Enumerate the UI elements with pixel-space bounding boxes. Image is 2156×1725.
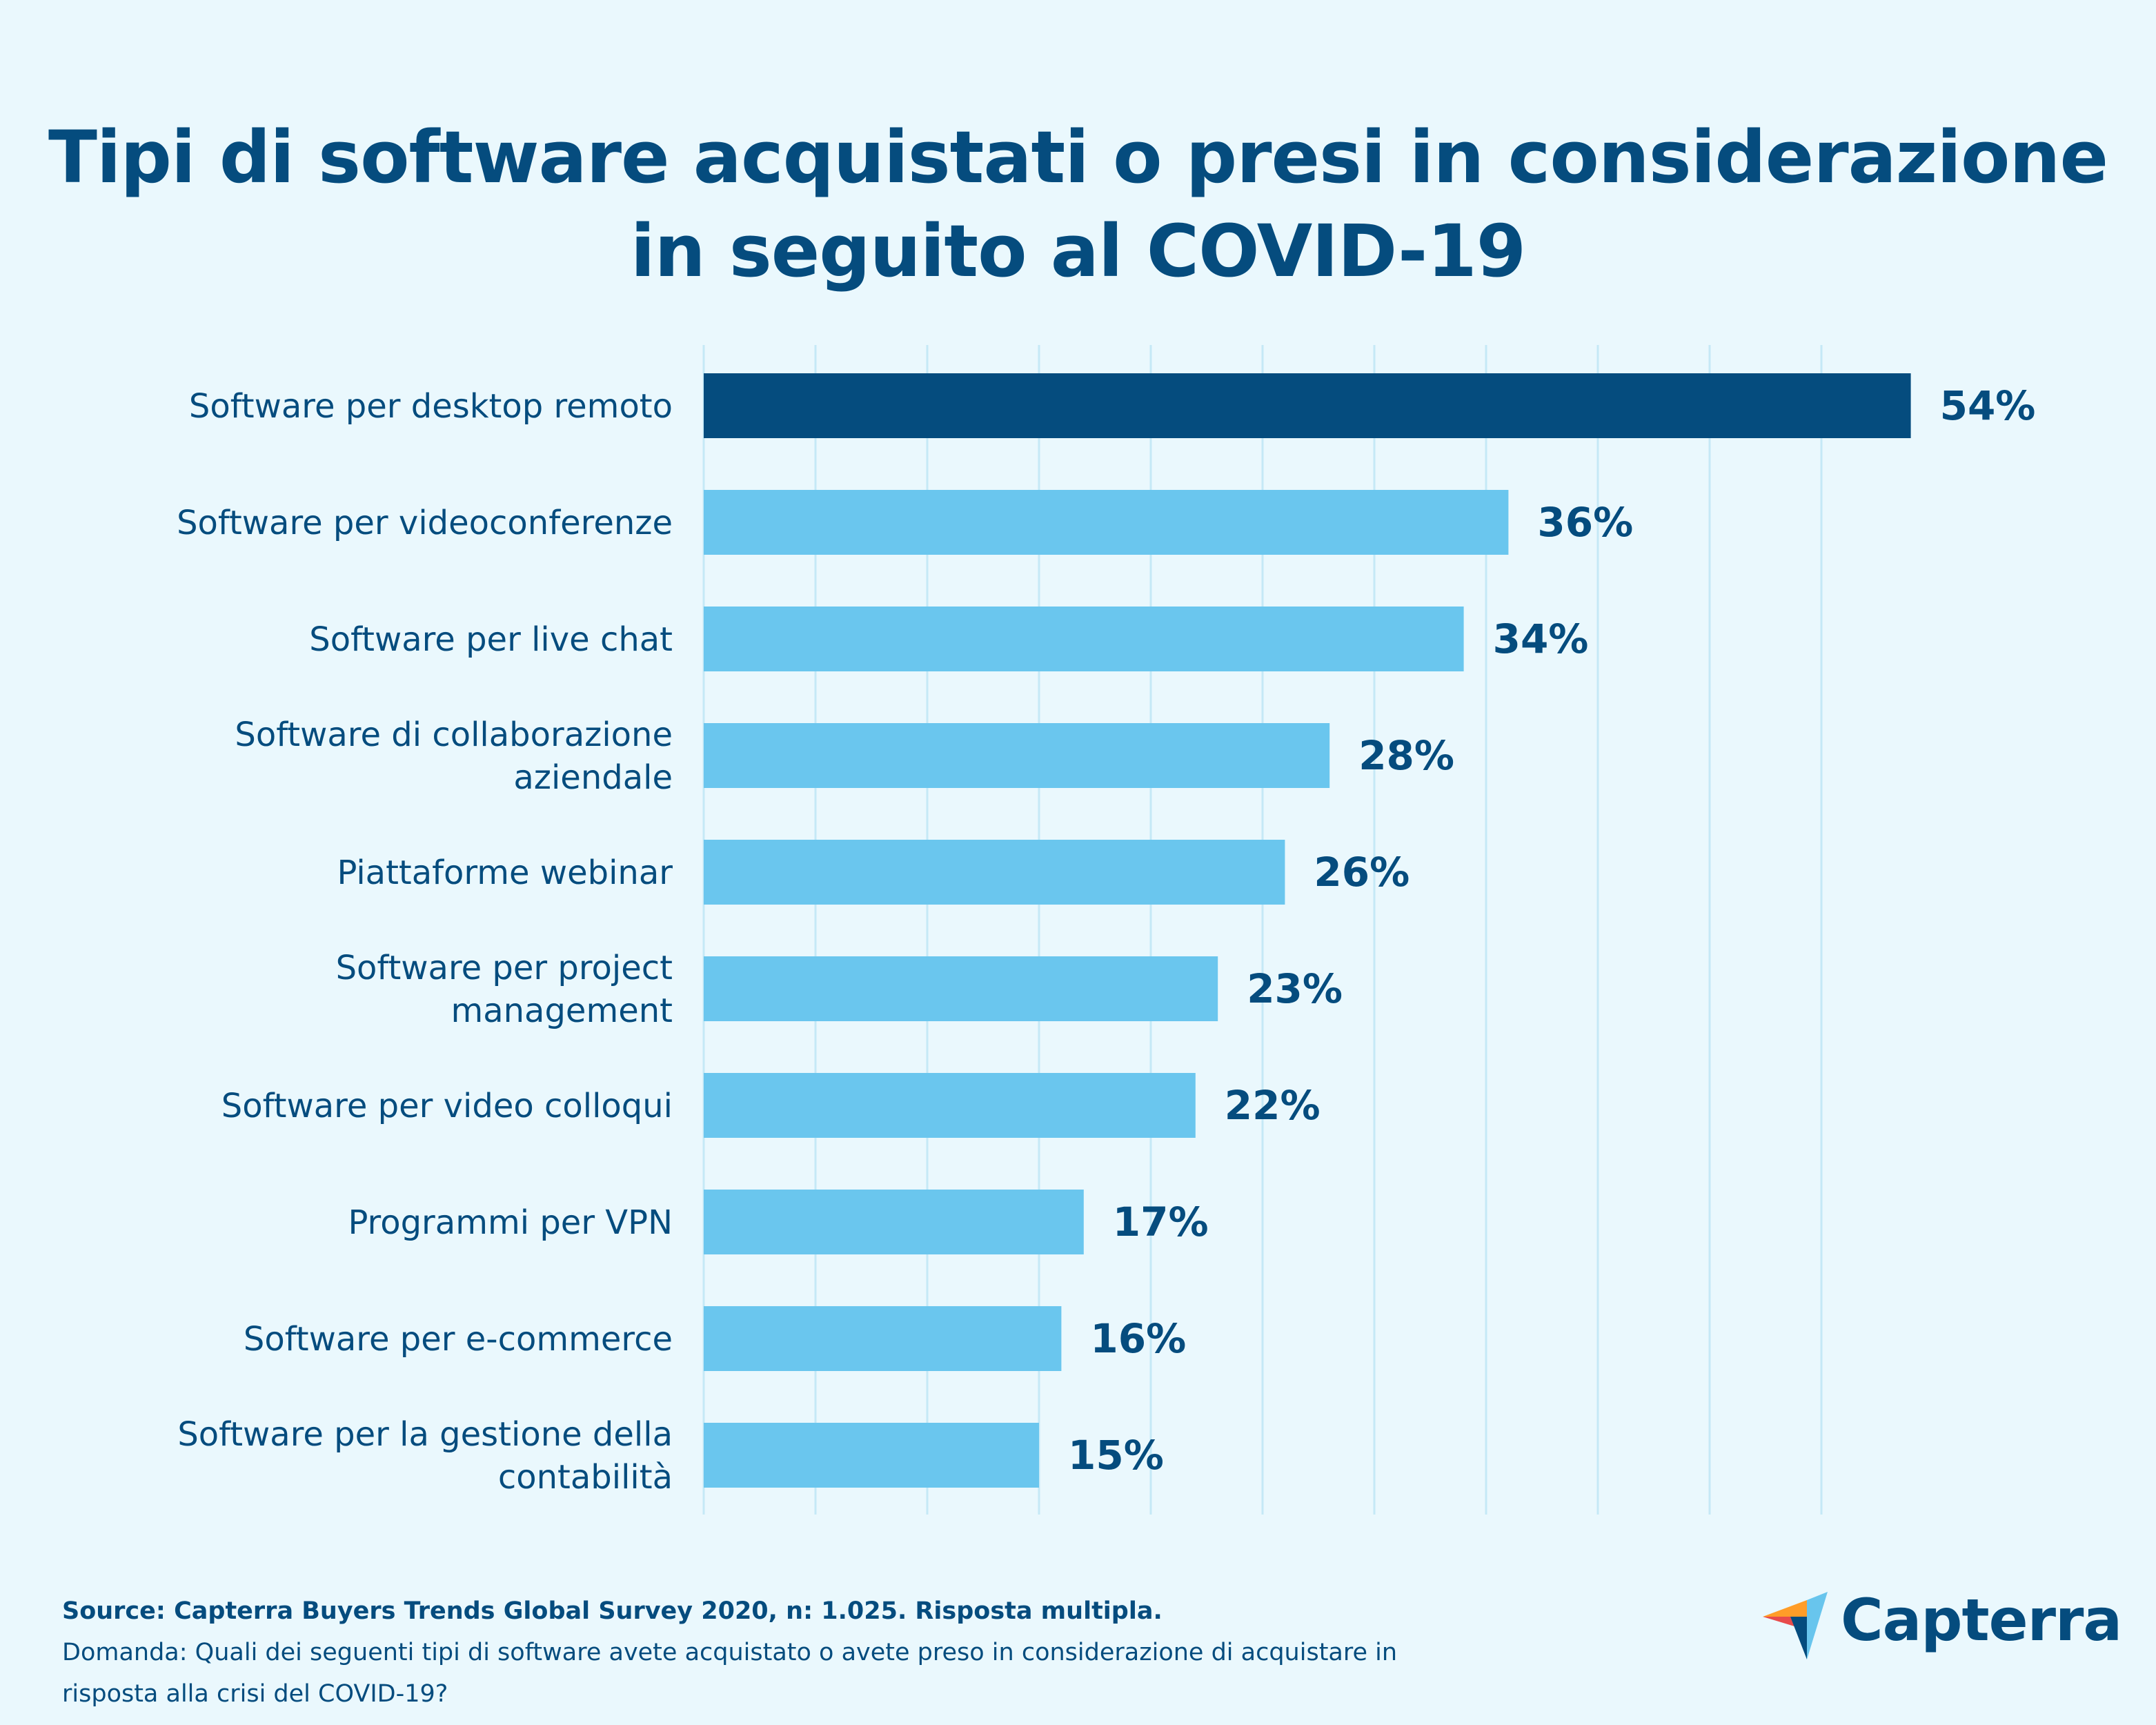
- category-label: Software per live chat: [309, 620, 673, 659]
- bar: [704, 1073, 1196, 1138]
- category-label: management: [451, 992, 673, 1030]
- value-label: 16%: [1090, 1315, 1186, 1362]
- footer: Source: Capterra Buyers Trends Global Su…: [62, 1590, 1580, 1715]
- chart-title: Tipi di software acquistati o presi in c…: [48, 115, 2108, 293]
- bar: [704, 607, 1464, 671]
- value-label: 26%: [1314, 849, 1410, 896]
- value-label: 17%: [1113, 1199, 1209, 1245]
- bar: [704, 1306, 1062, 1371]
- logo-text: Capterra: [1841, 1586, 2122, 1654]
- category-label: Piattaforme webinar: [337, 854, 673, 892]
- category-label: Software per project: [336, 949, 673, 987]
- question-note-line2: risposta alla crisi del COVID-19?: [62, 1680, 448, 1708]
- question-note-line1: Domanda: Quali dei seguenti tipi di soft…: [62, 1639, 1398, 1666]
- category-label: Software di collaborazione: [235, 716, 673, 754]
- category-label: aziendale: [513, 758, 673, 797]
- bar: [704, 490, 1509, 555]
- source-note: Source: Capterra Buyers Trends Global Su…: [62, 1597, 1163, 1625]
- category-label: Software per video colloqui: [221, 1087, 673, 1125]
- value-label: 15%: [1068, 1432, 1164, 1479]
- bar: [704, 1423, 1039, 1488]
- value-label: 23%: [1247, 965, 1343, 1012]
- value-label: 36%: [1537, 499, 1633, 546]
- value-label: 22%: [1225, 1082, 1321, 1129]
- category-label: contabilità: [498, 1458, 673, 1497]
- bar: [704, 723, 1330, 788]
- value-label: 34%: [1493, 615, 1589, 662]
- category-label: Software per la gestione della: [177, 1415, 673, 1454]
- category-label: Software per e-commerce: [244, 1320, 673, 1359]
- category-label: Programmi per VPN: [348, 1203, 673, 1242]
- bar: [704, 373, 1911, 438]
- category-label: Software per videoconferenze: [177, 504, 673, 542]
- capterra-arrow-logo-icon: [1763, 1592, 1828, 1659]
- category-label: Software per desktop remoto: [189, 387, 673, 426]
- bar: [704, 840, 1285, 905]
- bar: [704, 956, 1218, 1021]
- value-label: 28%: [1358, 732, 1454, 779]
- bar: [704, 1190, 1084, 1254]
- bar-chart: 54% Software per desktop remoto 36% Softwar…: [177, 345, 2036, 1515]
- value-label: 54%: [1940, 382, 2036, 429]
- capterra-logo: Capterra: [1763, 1586, 2122, 1666]
